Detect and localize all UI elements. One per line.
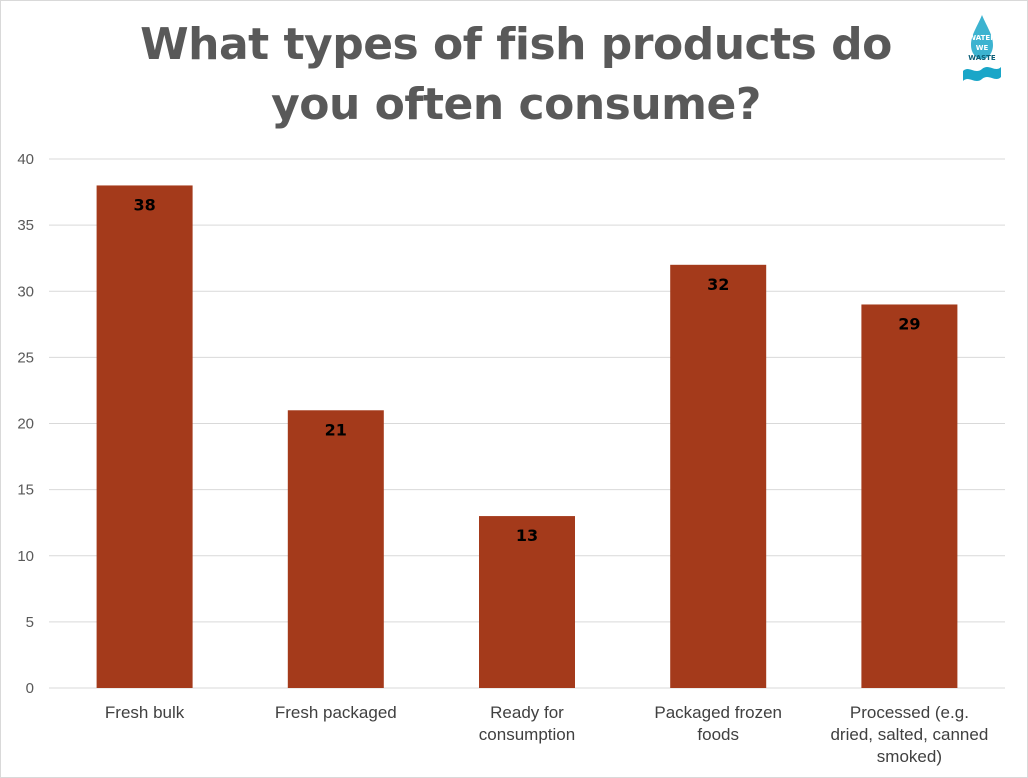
bars [96,185,958,688]
x-category-label: Packaged frozen [654,703,782,722]
y-tick-label: 30 [17,283,34,300]
x-category-label: foods [697,725,739,744]
x-category-label: Ready for [490,703,564,722]
bar [287,410,384,688]
bar [670,264,767,688]
y-axis-ticks: 0 5 10 15 20 25 30 35 40 [17,151,34,697]
data-label: 21 [325,420,347,439]
water-drop-logo-icon: WATER WE WASTE [963,15,1001,81]
bar [861,304,958,688]
y-tick-label: 35 [17,217,34,234]
data-label: 29 [898,314,920,333]
y-tick-label: 5 [26,614,34,631]
data-label: 38 [133,195,155,214]
y-tick-label: 0 [26,680,34,697]
x-category-label: Fresh bulk [105,703,185,722]
x-category-label: smoked) [877,747,942,766]
logo-text-line-3: WASTE [968,54,996,62]
y-tick-label: 15 [17,482,34,499]
x-category-label: dried, salted, canned [830,725,988,744]
data-label: 32 [707,275,729,294]
x-axis-categories: Fresh bulk Fresh packaged Ready for consump… [105,703,988,766]
x-category-label: Processed (e.g. [850,703,969,722]
bar [479,516,575,688]
bar [96,185,193,688]
logo-text-line-1: WATER [968,34,996,42]
x-category-label: consumption [479,725,575,744]
y-tick-label: 25 [17,349,34,366]
y-tick-label: 20 [17,416,34,433]
data-labels: 38 21 13 32 29 [133,195,920,545]
data-label: 13 [516,526,538,545]
chart-title: What types of fish products do you often… [140,19,892,130]
x-category-label: Fresh packaged [275,703,397,722]
logo-text-line-2: WE [976,44,989,52]
y-tick-label: 40 [17,151,34,168]
y-tick-label: 10 [17,548,34,565]
